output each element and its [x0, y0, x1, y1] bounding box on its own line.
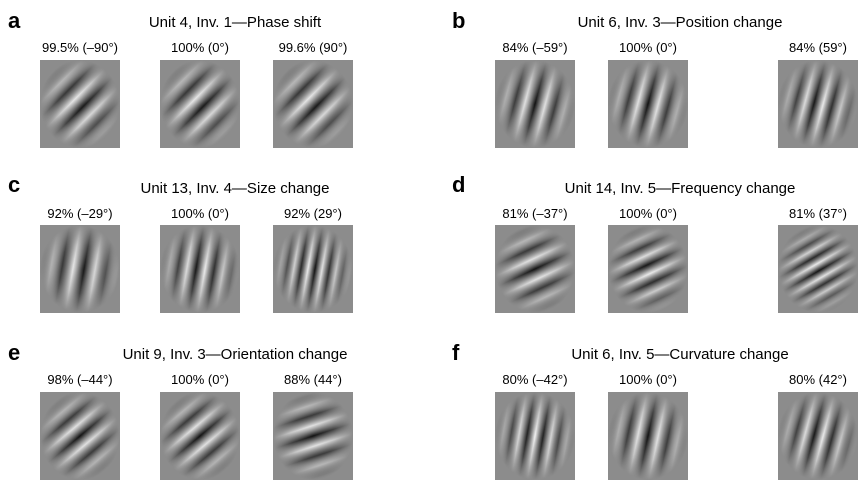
filter-image [778, 60, 858, 148]
image-caption: 99.5% (–90°) [41, 40, 119, 55]
panel-letter: f [452, 340, 460, 365]
image-caption: 92% (–29°) [47, 206, 113, 221]
filter-image [273, 225, 353, 313]
image-caption: 100% (0°) [619, 206, 677, 221]
panel-title: Unit 4, Inv. 1—Phase shift [148, 14, 322, 31]
filter-image [273, 60, 353, 148]
image-caption: 81% (37°) [789, 206, 847, 221]
image-caption: 80% (–42°) [502, 372, 568, 387]
image-caption: 100% (0°) [619, 40, 677, 55]
filter-image [40, 60, 120, 148]
image-caption: 88% (44°) [284, 372, 342, 387]
panel-letter: d [452, 172, 466, 197]
filter-image [160, 392, 240, 480]
panel-title: Unit 14, Inv. 5—Frequency change [564, 180, 796, 197]
panel-letter: c [8, 172, 21, 197]
filter-image [160, 225, 240, 313]
panel-title: Unit 13, Inv. 4—Size change [140, 180, 330, 197]
filter-image [778, 392, 858, 480]
panel-title: Unit 6, Inv. 5—Curvature change [571, 346, 789, 363]
image-caption: 100% (0°) [619, 372, 677, 387]
panel-title: Unit 6, Inv. 3—Position change [577, 14, 783, 31]
filter-image [495, 392, 575, 480]
filter-image [608, 392, 688, 480]
filter-image [495, 225, 575, 313]
filter-image [608, 225, 688, 313]
image-caption: 100% (0°) [171, 206, 229, 221]
panel-letter: a [8, 8, 21, 33]
image-caption: 84% (–59°) [502, 40, 568, 55]
image-caption: 84% (59°) [789, 40, 847, 55]
filter-image [495, 60, 575, 148]
image-caption: 80% (42°) [789, 372, 847, 387]
panel-title: Unit 9, Inv. 3—Orientation change [122, 346, 348, 363]
image-caption: 92% (29°) [284, 206, 342, 221]
image-caption: 98% (–44°) [47, 372, 113, 387]
filter-image [778, 225, 858, 313]
filter-image [608, 60, 688, 148]
image-caption: 100% (0°) [171, 372, 229, 387]
image-caption: 100% (0°) [171, 40, 229, 55]
filter-image [40, 392, 120, 480]
image-caption: 99.6% (90°) [278, 40, 348, 55]
filter-image [160, 60, 240, 148]
panel-letter: b [452, 8, 466, 33]
panel-letter: e [8, 340, 21, 365]
image-caption: 81% (–37°) [502, 206, 568, 221]
filter-image [273, 392, 353, 480]
filter-image [40, 225, 120, 313]
